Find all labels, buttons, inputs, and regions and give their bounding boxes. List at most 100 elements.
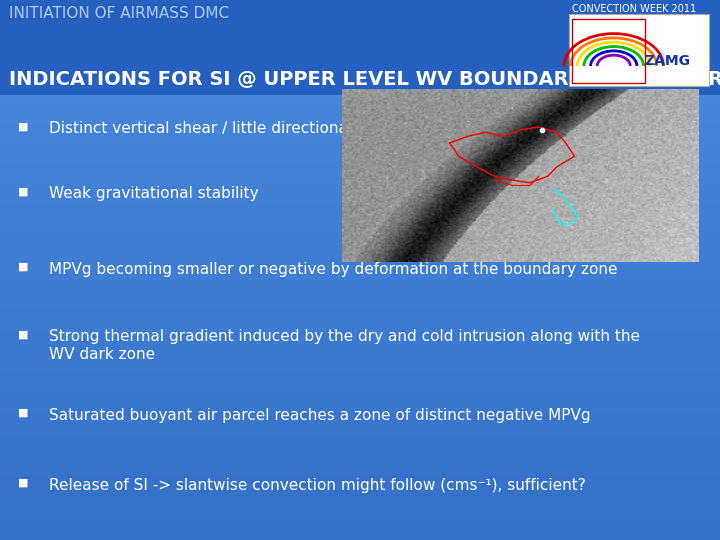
Text: INITIATION OF AIRMASS DMC: INITIATION OF AIRMASS DMC — [9, 6, 229, 22]
Bar — [0, 270, 720, 273]
Bar — [0, 273, 720, 275]
Bar — [0, 246, 720, 248]
Bar — [0, 184, 720, 186]
Bar — [0, 232, 720, 235]
Bar — [0, 157, 720, 159]
Bar — [0, 81, 720, 84]
Bar — [0, 429, 720, 432]
Text: CONVECTION WEEK 2011: CONVECTION WEEK 2011 — [572, 4, 696, 15]
Bar — [0, 324, 720, 327]
Bar — [0, 211, 720, 213]
Bar — [0, 227, 720, 229]
Bar — [0, 251, 720, 254]
Bar — [0, 73, 720, 76]
Bar — [0, 513, 720, 516]
Bar — [0, 464, 720, 467]
Bar — [0, 321, 720, 324]
Bar — [0, 94, 720, 97]
Bar — [0, 248, 720, 251]
Bar — [0, 224, 720, 227]
Bar — [0, 46, 720, 49]
Bar — [0, 16, 720, 19]
Bar — [0, 446, 720, 448]
Bar — [0, 138, 720, 140]
Bar — [0, 373, 720, 375]
Bar — [0, 24, 720, 27]
Bar — [0, 202, 720, 205]
Bar — [0, 49, 720, 51]
Bar — [0, 524, 720, 526]
Text: Distinct vertical shear / little directional shear: Distinct vertical shear / little directi… — [49, 122, 400, 137]
Bar — [0, 119, 720, 122]
Bar — [0, 389, 720, 392]
Bar — [0, 308, 720, 310]
Bar — [0, 240, 720, 243]
Bar — [0, 165, 720, 167]
Bar — [0, 502, 720, 505]
Bar — [0, 254, 720, 256]
Bar — [0, 0, 720, 3]
Bar — [0, 221, 720, 224]
Bar — [0, 8, 720, 11]
Bar — [0, 394, 720, 397]
Bar — [0, 284, 720, 286]
Bar — [0, 405, 720, 408]
Text: MPVg becoming smaller or negative by deformation at the boundary zone: MPVg becoming smaller or negative by def… — [49, 262, 618, 277]
Bar — [0, 516, 720, 518]
Bar — [0, 370, 720, 373]
Bar — [0, 105, 720, 108]
Bar — [0, 132, 720, 135]
Bar — [0, 416, 720, 418]
Bar — [0, 92, 720, 94]
Bar — [0, 378, 720, 381]
Bar — [0, 386, 720, 389]
Bar — [0, 151, 720, 154]
Bar — [0, 392, 720, 394]
Bar — [0, 354, 720, 356]
Bar — [0, 176, 720, 178]
Bar — [0, 97, 720, 100]
Bar — [0, 491, 720, 494]
Bar — [0, 243, 720, 246]
Bar — [0, 281, 720, 284]
Text: THOMAS KRENNERT: THOMAS KRENNERT — [572, 24, 670, 35]
Bar — [0, 292, 720, 294]
Bar — [0, 397, 720, 400]
Text: ■: ■ — [18, 329, 29, 340]
Bar — [0, 267, 720, 270]
Bar — [0, 194, 720, 197]
Bar — [0, 359, 720, 362]
Bar — [0, 472, 720, 475]
Bar — [0, 22, 720, 24]
Bar — [0, 489, 720, 491]
Bar — [0, 448, 720, 451]
Bar — [0, 451, 720, 454]
Bar — [0, 286, 720, 289]
Bar — [0, 108, 720, 111]
Bar — [0, 435, 720, 437]
Bar — [0, 122, 720, 124]
Bar — [0, 89, 720, 92]
Bar — [0, 5, 720, 8]
Bar — [0, 213, 720, 216]
Bar — [0, 51, 720, 54]
Bar — [0, 275, 720, 278]
Bar — [0, 427, 720, 429]
Bar — [0, 192, 720, 194]
Bar — [0, 418, 720, 421]
Bar — [0, 508, 720, 510]
Text: Saturated buoyant air parcel reaches a zone of distinct negative MPVg: Saturated buoyant air parcel reaches a z… — [49, 408, 590, 423]
Bar — [0, 302, 720, 305]
Bar — [0, 402, 720, 405]
Bar — [0, 208, 720, 211]
Bar — [0, 348, 720, 351]
Bar — [0, 294, 720, 297]
Bar — [0, 27, 720, 30]
Bar — [0, 62, 720, 65]
Bar — [0, 408, 720, 410]
Text: Weak gravitational stability: Weak gravitational stability — [49, 186, 258, 201]
Bar — [0, 116, 720, 119]
Bar — [0, 521, 720, 524]
Bar — [0, 483, 720, 486]
Bar — [0, 140, 720, 143]
